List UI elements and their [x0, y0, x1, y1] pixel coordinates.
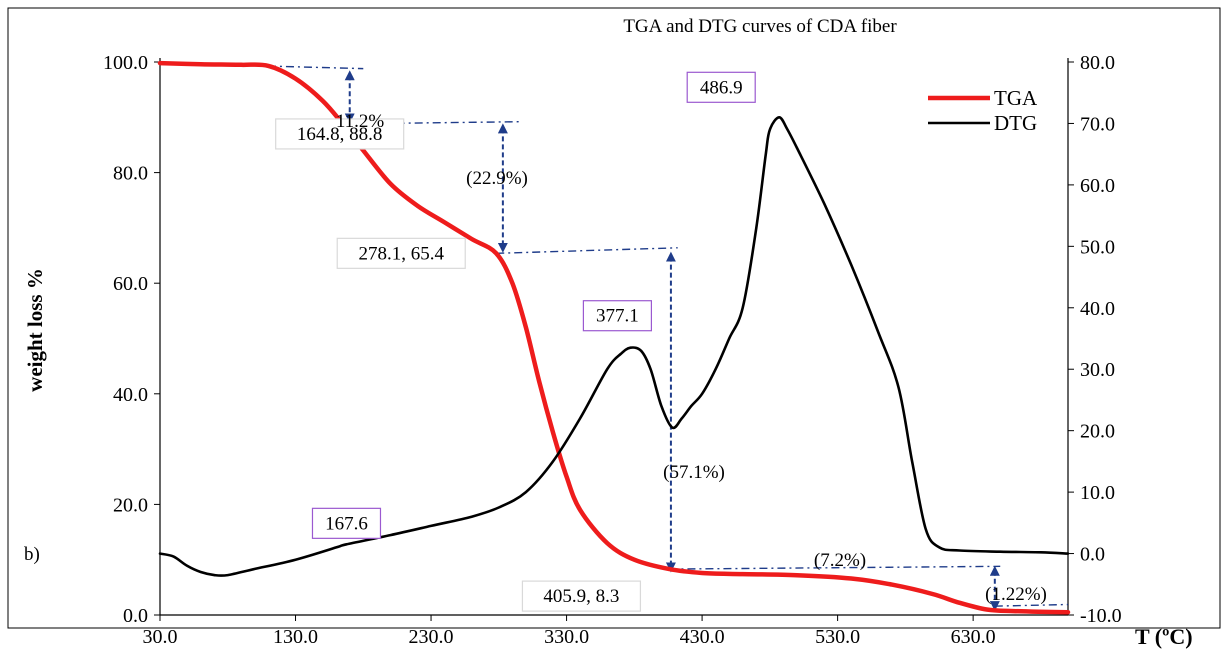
y2-tick-label: 60.0: [1080, 175, 1115, 197]
annotation-text: 405.9, 8.3: [543, 586, 619, 607]
guide-line: [342, 121, 520, 125]
annotation-text: (7.2%): [814, 550, 866, 571]
annotation-text: 377.1: [596, 306, 639, 327]
annotation-label: (57.1%): [663, 462, 725, 483]
y2-tick-label: 80.0: [1080, 52, 1115, 74]
annotation-text: 11.2%: [336, 111, 385, 132]
annotation-text: (57.1%): [663, 462, 725, 483]
x-tick-label: 130.0: [273, 626, 318, 648]
guide-line: [159, 62, 364, 70]
y2-tick-label: 50.0: [1080, 236, 1115, 258]
chart-title: TGA and DTG curves of CDA fiber: [623, 16, 897, 37]
annotation-frame: [582, 300, 652, 332]
annotation-text: 486.9: [700, 77, 743, 98]
y2-tick-label: 70.0: [1080, 113, 1115, 135]
y-tick-label: 80.0: [113, 163, 148, 185]
x-tick-label: 630.0: [951, 626, 996, 648]
x-tick-label: 430.0: [680, 626, 725, 648]
annotation-label: (22.9%): [466, 168, 528, 189]
annotation-box: 167.6: [311, 507, 382, 539]
series-line-dtg: [158, 116, 1070, 577]
x-tick-label: 530.0: [815, 626, 860, 648]
annotation-label: (7.2%): [814, 550, 866, 571]
series-layer: [157, 60, 1071, 615]
annotation-box: 164.8, 88.8: [275, 118, 405, 150]
y-tick-label: 0.0: [123, 605, 148, 627]
y-axis-label: weight loss %: [23, 268, 47, 392]
annotation-frame: [686, 71, 756, 103]
annotation-text: (1.22%): [985, 584, 1047, 605]
x-axis-label: T (ºC): [1135, 624, 1193, 649]
x-tick-label: 30.0: [143, 626, 178, 648]
annotations-layer: 164.8, 88.8 278.1, 65.4 405.9, 8.3 167.6 377…: [275, 71, 1047, 612]
panel-label: b): [24, 544, 40, 565]
annotation-frame: [521, 580, 642, 612]
guide-line: [669, 565, 1001, 570]
y2-tick-label: 0.0: [1080, 544, 1105, 566]
annotation-box: 377.1: [582, 300, 652, 332]
annotation-text: 164.8, 88.8: [297, 124, 383, 145]
legend-label-dtg: DTG: [994, 111, 1037, 135]
y-axis-ticks: 0.0 20.0 40.0 60.0 80.0 100.0: [103, 52, 160, 627]
x-tick-label: 330.0: [544, 626, 589, 648]
annotation-text: 167.6: [325, 513, 368, 534]
guide-line: [496, 247, 678, 255]
annotation-text: (22.9%): [466, 168, 528, 189]
figure-border: [7, 7, 1221, 629]
annotation-box: 278.1, 65.4: [336, 237, 466, 269]
guide-line: [994, 603, 1069, 607]
axes: [159, 58, 1069, 616]
y-tick-label: 100.0: [103, 52, 148, 74]
annotation-box: 405.9, 8.3: [521, 580, 642, 612]
y2-tick-label: 30.0: [1080, 359, 1115, 381]
y-tick-label: 40.0: [113, 384, 148, 406]
annotation-frame: [311, 507, 382, 539]
annotation-frame: [275, 118, 405, 150]
legend-label-tga: TGA: [994, 86, 1038, 110]
y2-axis-ticks: -10.0 0.0 10.0 20.0 30.0 40.0 50.0 60.0 70.0 80.0: [1068, 52, 1122, 627]
y-tick-label: 20.0: [113, 494, 148, 516]
annotation-label: (1.22%): [985, 584, 1047, 605]
y-tick-label: 60.0: [113, 273, 148, 295]
annotation-text: 278.1, 65.4: [358, 243, 444, 264]
series-line-tga: [157, 60, 1071, 615]
step-guides: [159, 62, 1069, 612]
y2-tick-label: 20.0: [1080, 421, 1115, 443]
annotation-frame: [336, 237, 466, 269]
y2-tick-label: 40.0: [1080, 298, 1115, 320]
y2-tick-label: -10.0: [1080, 605, 1122, 627]
annotation-label: 11.2%: [336, 111, 385, 132]
x-tick-label: 230.0: [409, 626, 454, 648]
x-axis-ticks: 30.0 130.0 230.0 330.0 430.0 530.0 630.0: [143, 615, 996, 648]
annotation-box: 486.9: [686, 71, 756, 103]
y2-tick-label: 10.0: [1080, 482, 1115, 504]
